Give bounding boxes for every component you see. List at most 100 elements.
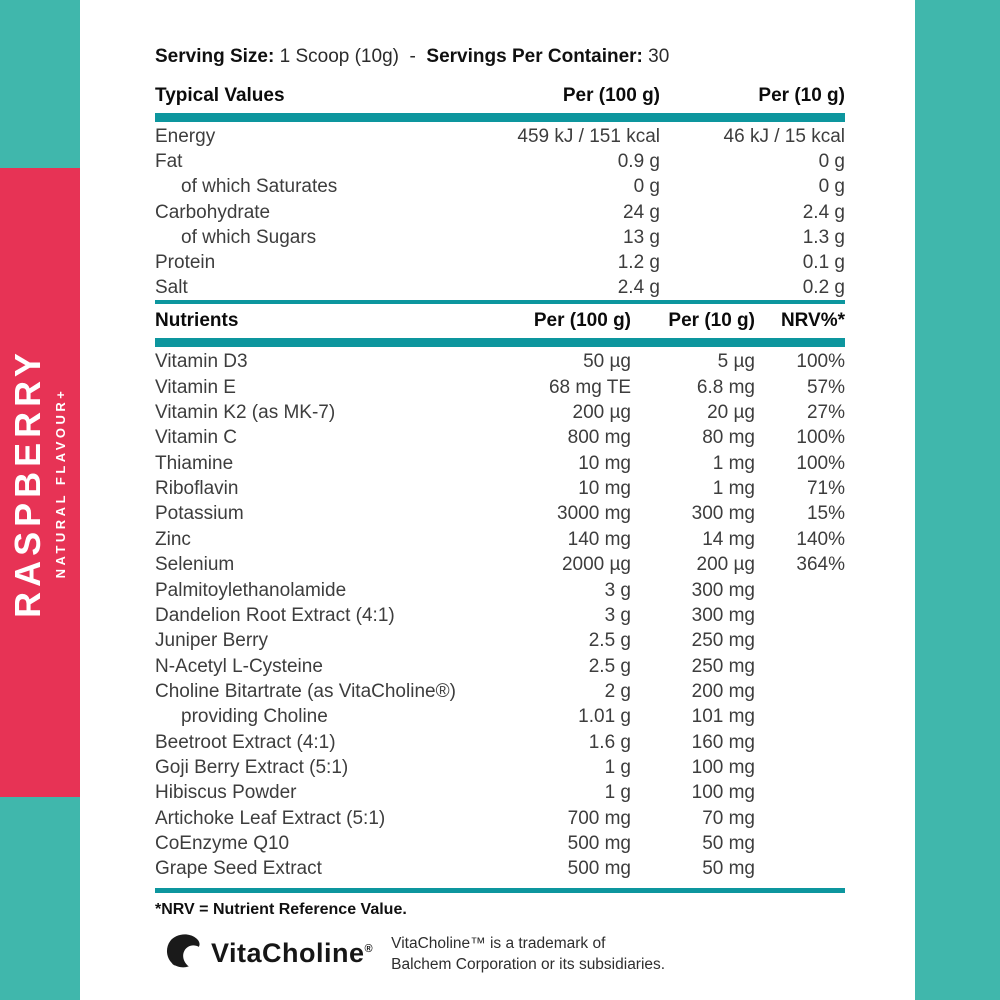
nutrient-row-name: Hibiscus Powder [155,782,297,804]
nutrient-row-per100: 10 mg [578,452,631,474]
nutrient-row-per100: 3 g [604,579,631,601]
nutrient-row-per10: 80 mg [702,427,755,449]
servings-per-container-value: 30 [648,46,670,67]
nutrients-bottom-rule [155,887,845,893]
nutrient-row-nrv [755,730,845,755]
nutrient-row-name: Goji Berry Extract (5:1) [155,756,349,778]
nutrients-col-per100: Per (100 g) [533,310,631,332]
typical-row: of which Saturates 0 g 0 g [155,174,845,199]
nutrient-row: Riboflavin 10 mg 1 mg 71% [155,476,845,501]
nutrient-row-nrv [755,806,845,831]
nutrient-row-nrv [755,856,845,881]
nutrients-col-nrv: NRV%* [780,310,845,332]
nutrient-row-name: N-Acetyl L-Cysteine [155,655,323,677]
typical-values-header: Typical Values Per (100 g) Per (10 g) [155,82,845,110]
nutrient-row: Vitamin E 68 mg TE 6.8 mg 57% [155,375,845,400]
nutrient-row-per10: 250 mg [691,655,755,677]
typical-row: Salt 2.4 g 0.2 g [155,275,845,300]
nutrient-row: Goji Berry Extract (5:1) 1 g 100 mg [155,755,845,780]
nutrient-row-per10: 200 µg [696,554,756,576]
nutrient-row: Thiamine 10 mg 1 mg 100% [155,451,845,476]
typical-row-per10: 0.2 g [802,277,845,299]
nutrient-row-nrv [755,831,845,856]
nutrient-row-per100: 2 g [604,680,631,702]
flavour-subtitle: NATURAL FLAVOUR+ [53,387,68,578]
nutrient-row-nrv [755,704,845,729]
typical-row: Energy 459 kJ / 151 kcal 46 kJ / 15 kcal [155,124,845,149]
nutrient-row-per100: 1.01 g [578,706,631,728]
trademark-line-1: VitaCholine™ is a trademark of [391,934,606,952]
typical-row: of which Sugars 13 g 1.3 g [155,225,845,250]
nutrient-row-per100: 1.6 g [588,731,631,753]
nutrient-row-per100: 50 µg [583,351,631,373]
nutrient-row-nrv [755,755,845,780]
typical-rows: Energy 459 kJ / 151 kcal 46 kJ / 15 kcal Fa… [155,124,845,300]
vitacholine-wordmark-text: VitaCholine [211,938,365,969]
nutrient-row-name: Selenium [155,554,235,576]
nutrient-row-per10: 20 µg [707,402,755,424]
nutrient-row-per10: 14 mg [702,528,755,550]
typical-row: Carbohydrate 24 g 2.4 g [155,200,845,225]
nutrient-row-name: Vitamin K2 (as MK-7) [155,402,336,424]
flavour-title: RASPBERRY [7,347,48,618]
typical-col-per100: Per (100 g) [562,85,660,106]
nutrient-row-name: providing Choline [181,706,328,728]
nutrient-row-per100: 68 mg TE [548,376,631,398]
nutrient-row: N-Acetyl L-Cysteine 2.5 g 250 mg [155,654,845,679]
nutrient-row: Vitamin D3 50 µg 5 µg 100% [155,349,845,374]
nutrient-row-per100: 140 mg [567,528,631,550]
nutrient-row-name: Choline Bitartrate (as VitaCholine®) [155,680,456,702]
nutrient-row-per100: 1 g [604,756,631,778]
typical-row-per10: 46 kJ / 15 kcal [723,126,845,147]
vitacholine-footer: VitaCholine® VitaCholine™ is a trademark… [163,933,845,975]
nutrient-row-nrv [755,578,845,603]
nutrient-row: providing Choline 1.01 g 101 mg [155,704,845,729]
typical-row: Fat 0.9 g 0 g [155,149,845,174]
nutrient-row-name: Artichoke Leaf Extract (5:1) [155,807,386,829]
nutrient-row: Grape Seed Extract 500 mg 50 mg [155,856,845,881]
nutrient-row-nrv [755,603,845,628]
right-teal-strip [915,0,1000,1000]
nutrient-row-nrv: 100% [796,427,845,449]
nutrient-row-per10: 300 mg [691,579,755,601]
typical-row-name: Energy [155,126,216,147]
nutrition-label: Serving Size: 1 Scoop (10g) - Servings P… [155,44,845,975]
nutrient-row-per100: 2.5 g [588,630,631,652]
nutrient-row-per10: 1 mg [712,478,755,500]
typical-row-name: Carbohydrate [155,201,271,223]
nutrient-row-nrv [755,654,845,679]
nutrient-row-name: Vitamin C [155,427,238,449]
nutrient-row-per10: 200 mg [691,680,755,702]
nutrient-row-per10: 1 mg [712,452,755,474]
nutrient-row-per10: 5 µg [717,351,755,373]
nutrient-row: Potassium 3000 mg 300 mg 15% [155,501,845,526]
nutrient-row-per10: 300 mg [691,503,755,525]
nutrient-row-per10: 50 mg [702,832,755,854]
typical-row: Protein 1.2 g 0.1 g [155,250,845,275]
nutrient-row-name: Palmitoylethanolamide [155,579,347,601]
serving-separator: - [409,46,416,67]
serving-size-label: Serving Size: [155,46,275,67]
nutrients-header: Nutrients Per (100 g) Per (10 g) NRV%* [155,307,845,335]
nutrient-row-per100: 700 mg [567,807,631,829]
nutrient-row-per10: 100 mg [691,782,755,804]
nutrient-row-per100: 1 g [604,782,631,804]
nutrient-rows: Vitamin D3 50 µg 5 µg 100% Vitamin E 68 mg TE… [155,349,845,881]
flavour-banner-text: RASPBERRY NATURAL FLAVOUR+ [7,347,71,618]
nutrient-row: Beetroot Extract (4:1) 1.6 g 160 mg [155,730,845,755]
nutrient-row: Dandelion Root Extract (4:1) 3 g 300 mg [155,603,845,628]
nutrient-row: Vitamin K2 (as MK-7) 200 µg 20 µg 27% [155,400,845,425]
serving-size-value: 1 Scoop (10g) [279,46,399,67]
nutrient-row-per100: 2000 µg [561,554,631,576]
typical-row-per10: 0 g [818,151,845,173]
typical-col-per10: Per (10 g) [758,85,845,106]
typical-row-per100: 13 g [623,226,660,248]
nutrient-row-per10: 101 mg [691,706,755,728]
nutrient-row-nrv: 100% [796,452,845,474]
nutrient-row: Juniper Berry 2.5 g 250 mg [155,628,845,653]
nutrient-row-name: Potassium [155,503,244,525]
nutrient-row-name: CoEnzyme Q10 [155,832,290,854]
nutrient-row-nrv: 57% [806,376,845,398]
nutrient-row-per100: 500 mg [567,832,631,854]
nutrient-row-per100: 3 g [604,604,631,626]
